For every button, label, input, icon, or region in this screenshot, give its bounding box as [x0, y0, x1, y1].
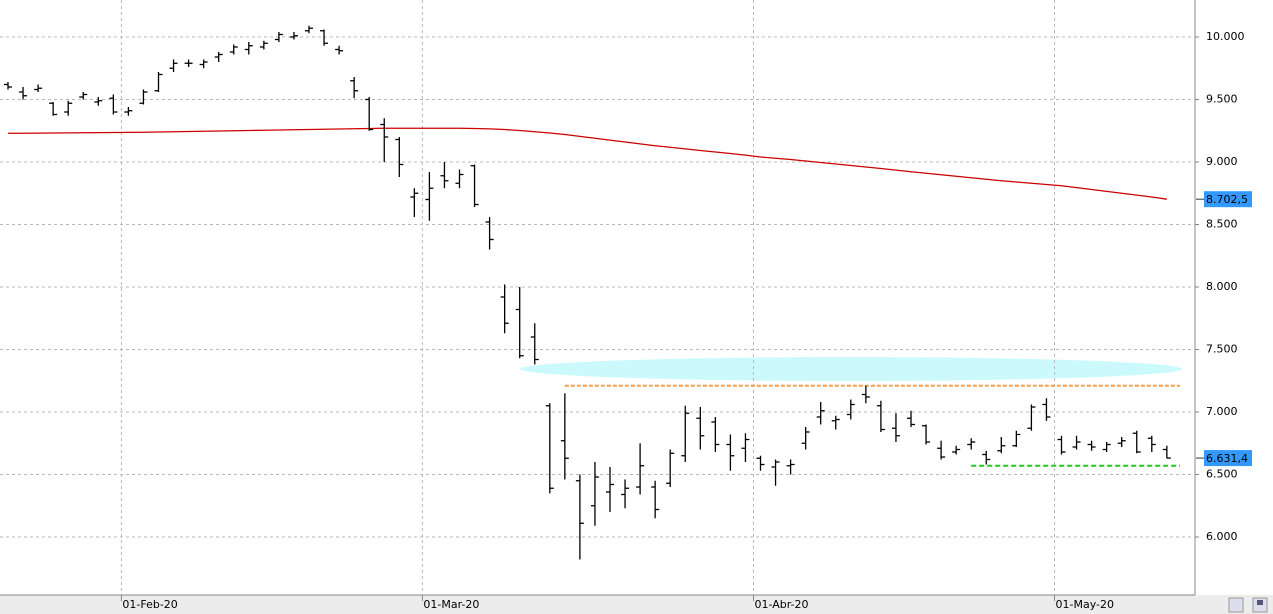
x-axis-strip [0, 595, 1273, 614]
moving-average [8, 127, 1167, 200]
y-tick-label: 7.500 [1206, 343, 1238, 356]
y-tick-label: 9.000 [1206, 155, 1238, 168]
x-tick-label: 01-Mar-20 [423, 598, 479, 611]
y-tick-label: 6.000 [1206, 530, 1238, 543]
x-tick-label: 01-May-20 [1056, 598, 1114, 611]
y-tick-label: 9.500 [1206, 93, 1238, 106]
y-tick-label: 6.500 [1206, 468, 1238, 481]
price-tag-label: 6.631,4 [1206, 452, 1248, 465]
price-tag-box [1204, 450, 1252, 467]
price-tag-label: 8.702,5 [1206, 193, 1248, 206]
tool-icon[interactable] [1228, 597, 1244, 613]
y-tick-label: 8.500 [1206, 218, 1238, 231]
y-tick-label: 10.000 [1206, 30, 1245, 43]
y-tick-label: 8.000 [1206, 280, 1238, 293]
y-tick-label: 7.000 [1206, 405, 1238, 418]
save-icon-detail [1257, 600, 1263, 605]
price-tag-box [1204, 191, 1252, 208]
x-tick-label: 01-Feb-20 [122, 598, 177, 611]
highlight-zone [520, 357, 1182, 381]
x-tick-label: 01-Abr-20 [755, 598, 809, 611]
